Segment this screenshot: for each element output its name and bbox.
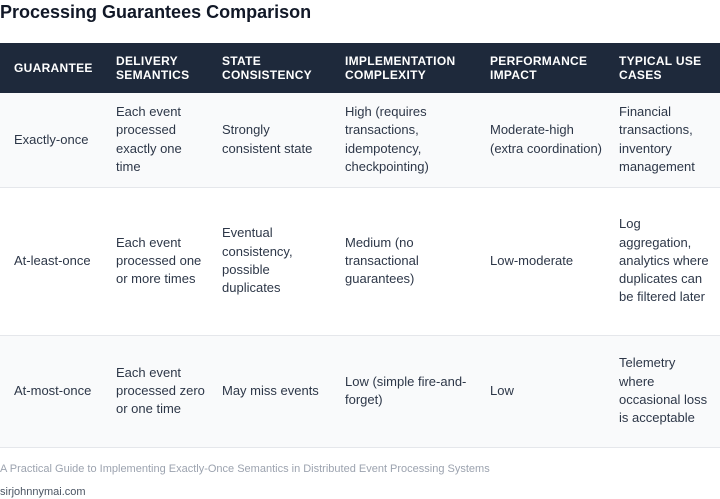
column-header-delivery-semantics: DELIVERY SEMANTICS [116, 54, 190, 82]
table-cell: Exactly-once [0, 93, 108, 188]
table-cell: High (requires transactions, idempotency… [337, 93, 482, 188]
column-header-state-consistency: STATE CONSISTENCY [222, 54, 312, 82]
table-cell: Each event processed zero or one time [108, 335, 214, 448]
table-row: At-least-once Each event processed one o… [0, 187, 720, 336]
table-cell: Medium (no transactional guarantees) [337, 187, 482, 336]
table-cell: Low-moderate [482, 187, 611, 336]
table-cell: Telemetry where occasional loss is accep… [611, 335, 720, 448]
table-cell: Log aggregation, analytics where duplica… [611, 187, 720, 336]
table-cell: Moderate-high (extra coordination) [482, 93, 611, 188]
table-cell: Strongly consistent state [214, 93, 337, 188]
table-cell: Financial transactions, inventory manage… [611, 93, 720, 188]
source-credit: sirjohnnymai.com [0, 486, 86, 498]
comparison-table: GUARANTEE DELIVERY SEMANTICS STATE CONSI… [0, 43, 720, 448]
table-row: At-most-once Each event processed zero o… [0, 335, 720, 448]
table-cell: Each event processed one or more times [108, 187, 214, 336]
table-cell: Low [482, 335, 611, 448]
table-row: Exactly-once Each event processed exactl… [0, 93, 720, 188]
column-header-typical-use-cases: TYPICAL USE CASES [619, 54, 702, 82]
table-cell: At-most-once [0, 335, 108, 448]
column-header-guarantee: GUARANTEE [14, 61, 93, 75]
table-cell: May miss events [214, 335, 337, 448]
column-header-implementation-complexity: IMPLEMENTATION COMPLEXITY [345, 54, 456, 82]
figure-caption: A Practical Guide to Implementing Exactl… [0, 463, 490, 475]
table-cell: Eventual consistency, possible duplicate… [214, 187, 337, 336]
table-cell: At-least-once [0, 187, 108, 336]
page-title: Processing Guarantees Comparison [0, 2, 312, 22]
table-cell: Low (simple fire-and-forget) [337, 335, 482, 448]
table-header-row: GUARANTEE DELIVERY SEMANTICS STATE CONSI… [0, 43, 720, 93]
table-cell: Each event processed exactly one time [108, 93, 214, 188]
column-header-performance-impact: PERFORMANCE IMPACT [490, 54, 588, 82]
